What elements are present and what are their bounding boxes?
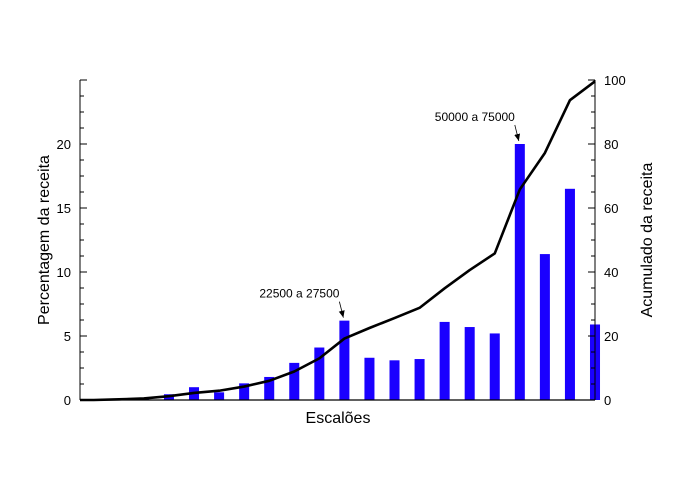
y-left-tick-label: 20 — [57, 137, 71, 152]
bar — [264, 376, 275, 400]
bar — [439, 321, 450, 400]
bar — [414, 359, 425, 400]
y-right-tick-label: 40 — [604, 265, 618, 280]
bar — [239, 383, 250, 400]
bar — [514, 144, 525, 400]
bar — [464, 327, 475, 400]
bar — [214, 392, 225, 400]
bar — [489, 333, 500, 400]
annotation-label: 22500 a 27500 — [259, 287, 339, 301]
y-right-tick-label: 80 — [604, 137, 618, 152]
y-axis-left-title: Percentagem da receita — [36, 155, 53, 325]
y-right-tick-label: 20 — [604, 329, 618, 344]
y-right-tick-label: 0 — [604, 393, 611, 408]
y-left-tick-label: 0 — [64, 393, 71, 408]
bar — [389, 360, 400, 400]
y-right-tick-label: 60 — [604, 201, 618, 216]
bars-layer — [88, 144, 601, 400]
cumulative-line — [80, 80, 596, 402]
y-left-tick-label: 10 — [57, 265, 71, 280]
bar — [289, 362, 300, 400]
y-left-tick-label: 15 — [57, 201, 71, 216]
ticks-layer: 0 5 10 15 20 0 20 40 60 80 100 — [57, 73, 626, 408]
y-axis-right-title: Acumulado da receita — [639, 163, 656, 318]
annotation-label: 50000 a 75000 — [435, 110, 515, 124]
bar — [314, 347, 325, 400]
x-axis-title: Escalões — [306, 410, 371, 427]
bar — [364, 357, 375, 400]
annotations-layer: 22500 a 27500 50000 a 75000 — [259, 110, 521, 318]
bar — [339, 320, 350, 400]
annotation-arrow — [514, 124, 521, 142]
y-left-tick-label: 5 — [64, 329, 71, 344]
annotation-arrow — [338, 301, 345, 318]
bar — [539, 254, 550, 400]
y-right-tick-label: 100 — [604, 73, 626, 88]
bar — [564, 188, 575, 400]
